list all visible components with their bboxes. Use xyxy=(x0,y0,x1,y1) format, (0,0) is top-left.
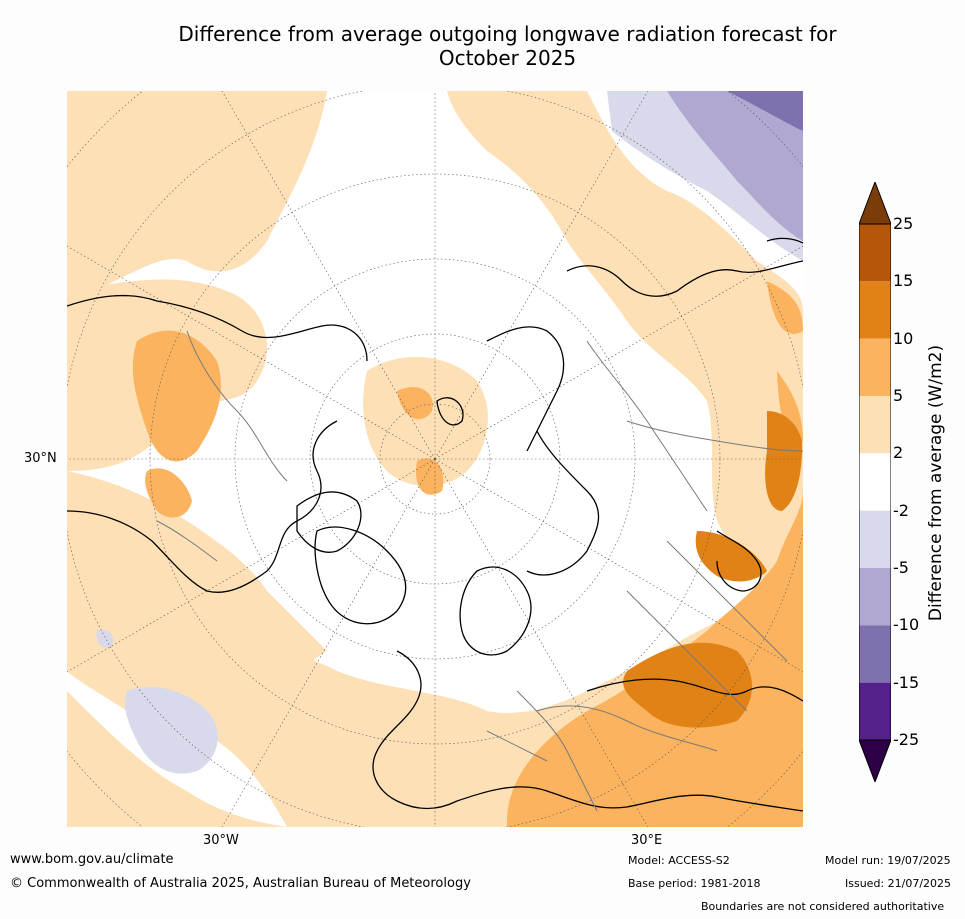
polar-map-svg xyxy=(67,91,803,827)
colorbar-tick-label: 15 xyxy=(893,271,914,291)
footer-copyright: © Commonwealth of Australia 2025, Austra… xyxy=(10,876,471,891)
colorbar-band xyxy=(859,453,891,511)
colorbar-tick-label: -15 xyxy=(893,672,920,692)
lat-label-30n: 30°N xyxy=(24,451,57,466)
colorbar xyxy=(859,182,891,782)
colorbar-tick-label: 2 xyxy=(893,443,904,463)
colorbar-band xyxy=(859,281,891,339)
colorbar-tick-label: 25 xyxy=(893,214,914,233)
polar-map xyxy=(67,91,803,827)
anomaly-fill-10-15 xyxy=(623,411,803,728)
anomaly-fill-neg10-neg15 xyxy=(727,91,803,131)
lon-label-30e: 30°E xyxy=(631,833,663,848)
colorbar-band xyxy=(859,682,891,740)
anomaly-fill-neg5-neg10 xyxy=(667,91,803,241)
colorbar-tick-label: -25 xyxy=(893,730,920,749)
colorbar-band xyxy=(859,224,891,282)
graticule xyxy=(67,91,803,827)
colorbar-band xyxy=(859,568,891,626)
lon-label-30w: 30°W xyxy=(203,833,239,848)
footer-base-period: Base period: 1981-2018 xyxy=(628,877,761,890)
colorbar-tick-label: -10 xyxy=(893,615,920,635)
colorbar-band xyxy=(859,396,891,454)
footer-issued: Issued: 21/07/2025 xyxy=(845,877,952,890)
colorbar-tick-label: 5 xyxy=(893,386,904,405)
colorbar-extend-bottom xyxy=(859,739,891,782)
country-boundaries xyxy=(156,330,803,812)
colorbar-outline xyxy=(859,223,891,741)
colorbar-tick-label: 10 xyxy=(893,328,914,348)
footer-disclaimer: Boundaries are not considered authoritat… xyxy=(701,900,945,913)
map-title: Difference from average outgoing longwav… xyxy=(100,22,915,70)
anomaly-fill-5-10 xyxy=(132,281,803,827)
colorbar-tick-label: -5 xyxy=(893,558,909,577)
colorbar-band xyxy=(859,338,891,396)
colorbar-band xyxy=(859,510,891,568)
colorbar-extend-top xyxy=(859,182,891,225)
footer-model-run: Model run: 19/07/2025 xyxy=(825,854,951,867)
colorbar-band xyxy=(859,625,891,683)
coastlines xyxy=(67,237,803,812)
footer-model: Model: ACCESS-S2 xyxy=(628,854,730,867)
map-title-line2: October 2025 xyxy=(438,46,577,70)
footer-url[interactable]: www.bom.gov.au/climate xyxy=(10,852,174,867)
colorbar-tick-label: -2 xyxy=(893,500,909,520)
colorbar-label: Difference from average (W/m2) xyxy=(926,344,946,622)
colorbar-swatches xyxy=(859,224,891,740)
map-title-line1: Difference from average outgoing longwav… xyxy=(178,22,837,46)
